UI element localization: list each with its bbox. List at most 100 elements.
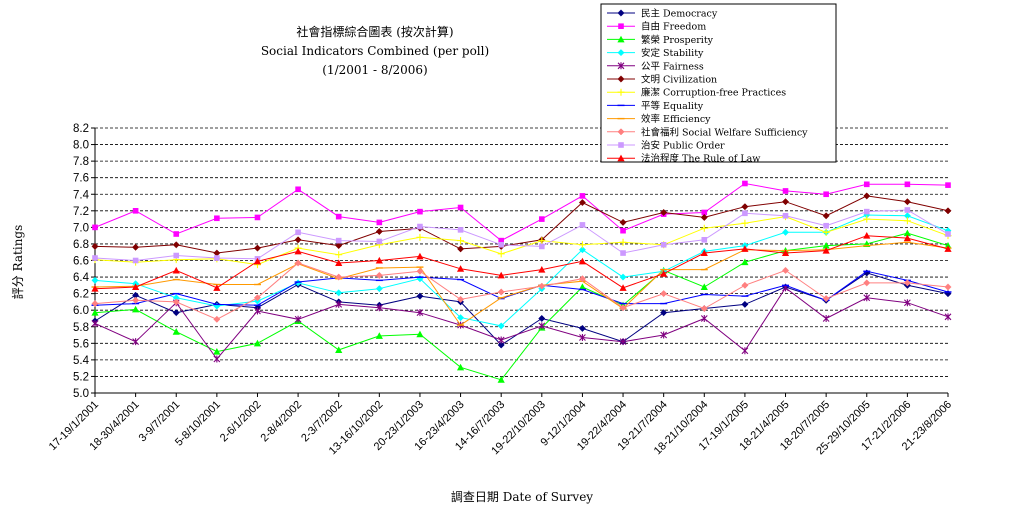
data-point: [578, 257, 587, 265]
data-point: [335, 251, 343, 259]
series-line: [94, 216, 949, 266]
legend-item: 安定 Stability: [607, 47, 704, 59]
legend-label: 社會福利 Social Welfare Sufficiency: [641, 126, 808, 138]
legend-swatch-marker: [617, 88, 625, 96]
data-point: [944, 207, 952, 215]
data-point: [539, 216, 545, 222]
series-11: [92, 207, 951, 264]
legend-swatch-marker: [617, 35, 625, 43]
legend-label: 平等 Equality: [641, 100, 704, 112]
data-point: [619, 273, 627, 281]
data-point: [822, 295, 830, 303]
data-point: [92, 255, 98, 261]
data-point: [781, 249, 790, 257]
data-point: [375, 285, 383, 293]
data-point: [335, 213, 342, 220]
series-line: [94, 270, 949, 306]
chart-title: 社會指標綜合圖表 (按次計算) Social Indicators Combin…: [261, 24, 489, 77]
series-9: [91, 241, 952, 326]
data-point: [456, 363, 465, 371]
x-tick-label: 2-8/4/2002: [259, 399, 305, 445]
legend-item: 民主 Democracy: [607, 8, 718, 20]
data-point: [294, 315, 302, 323]
y-tick-label: 5.2: [73, 371, 89, 383]
data-point: [904, 181, 911, 188]
series-line: [94, 232, 949, 381]
legend-swatch-marker: [618, 142, 624, 148]
data-point: [457, 314, 465, 322]
series-line: [94, 214, 949, 327]
data-point: [822, 212, 830, 220]
data-point: [416, 330, 424, 338]
data-point: [253, 257, 262, 265]
data-point: [781, 266, 790, 274]
data-point: [92, 224, 98, 231]
data-point: [741, 300, 749, 308]
data-point: [173, 252, 180, 259]
y-tick-label: 8.0: [73, 140, 89, 152]
data-point: [335, 289, 343, 297]
series-2: [92, 180, 951, 244]
chart-title-line: Social Indicators Combined (per poll): [261, 44, 489, 58]
data-point: [822, 246, 830, 254]
data-point: [497, 341, 505, 349]
legend-label: 廉潔 Corruption-free Practices: [641, 87, 786, 99]
legend-box: [600, 3, 837, 163]
data-point: [132, 296, 140, 304]
legend-item: 治安 Public Order: [607, 140, 725, 152]
series-line: [94, 235, 949, 290]
data-point: [132, 338, 140, 346]
series-4: [91, 211, 952, 330]
data-point: [822, 228, 830, 236]
data-point: [375, 304, 383, 312]
legend-swatch-marker: [617, 154, 625, 162]
data-point: [863, 192, 871, 200]
data-point: [335, 242, 343, 250]
legend-label: 自由 Freedom: [641, 21, 706, 33]
data-point: [944, 283, 952, 291]
legend-label: 治安 Public Order: [641, 140, 725, 152]
data-point: [375, 332, 383, 339]
y-tick-label: 5.8: [73, 322, 89, 334]
legend-item: 平等 Equality: [607, 100, 704, 112]
data-point: [91, 309, 99, 316]
data-point: [91, 319, 99, 327]
legend-item: 廉潔 Corruption-free Practices: [607, 87, 786, 99]
data-point: [295, 229, 301, 236]
data-point: [91, 242, 99, 250]
data-point: [822, 241, 830, 249]
data-point: [253, 339, 262, 347]
data-point: [700, 304, 708, 313]
data-point: [417, 208, 423, 215]
y-tick-label: 5.6: [73, 338, 89, 350]
data-point: [214, 255, 220, 261]
legend-label: 法治程度 The Rule of Law: [641, 153, 760, 165]
data-point: [619, 218, 627, 226]
data-point: [741, 245, 749, 252]
data-point: [375, 271, 383, 279]
x-tick-label: 2-6/1/2002: [218, 399, 264, 445]
data-point: [903, 279, 911, 287]
y-tick-label: 6.8: [73, 239, 89, 251]
data-point: [457, 204, 464, 211]
data-point: [660, 241, 667, 248]
data-point: [456, 265, 465, 272]
data-point: [619, 284, 627, 291]
data-point: [578, 324, 586, 332]
data-point: [904, 207, 911, 213]
data-point: [741, 258, 749, 266]
data-point: [903, 198, 911, 206]
data-point: [823, 191, 829, 198]
data-point: [172, 266, 180, 274]
data-point: [91, 276, 99, 284]
data-point: [132, 257, 139, 264]
legend-item: 繁榮 Prosperity: [607, 34, 714, 46]
data-point: [213, 347, 221, 355]
data-point: [863, 215, 871, 223]
legend-label: 文明 Civilization: [641, 74, 717, 86]
data-point: [538, 322, 546, 330]
data-point: [741, 347, 749, 355]
data-point: [91, 285, 99, 292]
